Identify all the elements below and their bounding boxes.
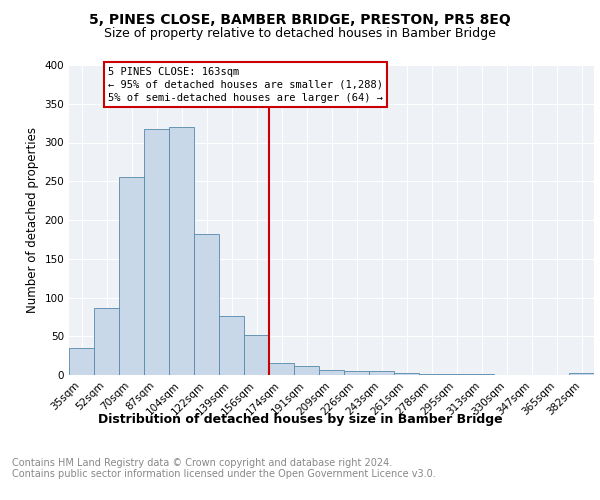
Bar <box>94 308 119 375</box>
Bar <box>419 374 444 375</box>
Text: Contains HM Land Registry data © Crown copyright and database right 2024.
Contai: Contains HM Land Registry data © Crown c… <box>12 458 436 479</box>
Text: Distribution of detached houses by size in Bamber Bridge: Distribution of detached houses by size … <box>98 412 502 426</box>
Y-axis label: Number of detached properties: Number of detached properties <box>26 127 39 313</box>
Bar <box>344 371 369 375</box>
Bar <box>69 348 94 375</box>
Bar <box>144 130 169 375</box>
Bar <box>119 178 144 375</box>
Bar <box>269 364 294 375</box>
Bar <box>169 127 194 375</box>
Bar <box>569 372 594 375</box>
Bar <box>444 374 469 375</box>
Bar <box>469 374 494 375</box>
Bar <box>244 336 269 375</box>
Text: 5, PINES CLOSE, BAMBER BRIDGE, PRESTON, PR5 8EQ: 5, PINES CLOSE, BAMBER BRIDGE, PRESTON, … <box>89 12 511 26</box>
Bar <box>219 316 244 375</box>
Bar <box>319 370 344 375</box>
Text: Size of property relative to detached houses in Bamber Bridge: Size of property relative to detached ho… <box>104 28 496 40</box>
Text: 5 PINES CLOSE: 163sqm
← 95% of detached houses are smaller (1,288)
5% of semi-de: 5 PINES CLOSE: 163sqm ← 95% of detached … <box>108 66 383 103</box>
Bar <box>394 372 419 375</box>
Bar <box>194 234 219 375</box>
Bar <box>369 371 394 375</box>
Bar <box>294 366 319 375</box>
